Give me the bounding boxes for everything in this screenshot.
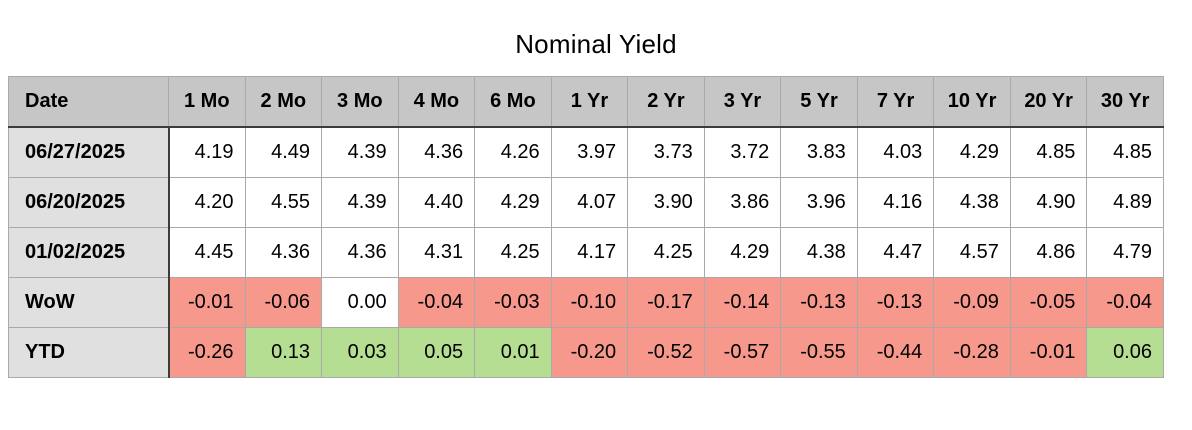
yield-cell: -0.13	[780, 277, 858, 328]
table-body: 06/27/2025 4.19 4.49 4.39 4.36 4.26 3.97 3.73 3.…	[8, 126, 1164, 378]
tenor-column-header: 2 Mo	[244, 76, 323, 128]
yield-cell: -0.04	[1086, 277, 1164, 328]
table-row: 06/27/2025 4.19 4.49 4.39 4.36 4.26 3.97 3.73 3.…	[8, 126, 1164, 178]
yield-cell: 4.79	[1086, 227, 1164, 278]
yield-cell: -0.26	[168, 327, 246, 378]
tenor-column-header: 3 Mo	[321, 76, 399, 128]
yield-cell: 3.90	[627, 177, 705, 228]
yield-cell: -0.06	[244, 277, 323, 328]
yield-cell: 0.05	[397, 327, 476, 378]
yield-cell: 3.72	[703, 126, 782, 178]
nominal-yield-table: Date 1 Mo 2 Mo 3 Mo 4 Mo 6 Mo 1 Yr 2 Yr 3 Yr 5 Yr…	[8, 76, 1164, 378]
yield-cell: 4.29	[474, 177, 552, 228]
yield-cell: 4.16	[856, 177, 935, 228]
yield-cell: 0.01	[474, 327, 552, 378]
yield-cell: -0.13	[856, 277, 935, 328]
tenor-column-header: 5 Yr	[780, 76, 858, 128]
yield-cell: 4.38	[780, 227, 858, 278]
page-title: Nominal Yield	[515, 29, 677, 59]
yield-cell: -0.14	[703, 277, 782, 328]
yield-cell: 0.00	[321, 277, 399, 328]
tenor-column-header: 30 Yr	[1086, 76, 1164, 128]
yield-cell: -0.01	[1009, 327, 1088, 378]
yield-cell: 4.31	[397, 227, 476, 278]
yield-cell: 0.06	[1086, 327, 1164, 378]
yield-cell: 4.25	[627, 227, 705, 278]
yield-cell: 4.25	[474, 227, 552, 278]
yield-cell: 4.85	[1086, 126, 1164, 178]
tenor-column-header: 7 Yr	[856, 76, 935, 128]
yield-cell: 0.13	[244, 327, 323, 378]
yield-cell: 4.26	[474, 126, 552, 178]
tenor-column-header: 10 Yr	[933, 76, 1011, 128]
yield-cell: -0.10	[550, 277, 629, 328]
yield-cell: -0.17	[627, 277, 705, 328]
table-row: YTD -0.26 0.13 0.03 0.05 0.01 -0.20 -0.52 -0.57-…	[8, 327, 1164, 378]
yield-cell: -0.09	[933, 277, 1011, 328]
tenor-column-header: 6 Mo	[474, 76, 552, 128]
yield-cell: -0.52	[627, 327, 705, 378]
yield-cell: -0.01	[168, 277, 246, 328]
yield-cell: -0.28	[933, 327, 1011, 378]
yield-cell: 4.17	[550, 227, 629, 278]
yield-cell: 4.39	[321, 177, 399, 228]
tenor-column-header: 2 Yr	[627, 76, 705, 128]
yield-cell: 4.55	[244, 177, 323, 228]
yield-cell: 4.49	[244, 126, 323, 178]
yield-cell: 4.36	[397, 126, 476, 178]
yield-cell: 4.29	[933, 126, 1011, 178]
yield-cell: 4.89	[1086, 177, 1164, 228]
yield-cell: 4.29	[703, 227, 782, 278]
yield-cell: 4.03	[856, 126, 935, 178]
yield-cell: -0.05	[1009, 277, 1088, 328]
yield-cell: 4.40	[397, 177, 476, 228]
table-row: WoW -0.01 -0.06 0.00 -0.04 -0.03 -0.10 -0.17 -0.…	[8, 277, 1164, 328]
yield-cell: 4.07	[550, 177, 629, 228]
yield-cell: 4.90	[1009, 177, 1088, 228]
table-row: 01/02/2025 4.45 4.36 4.36 4.31 4.25 4.17 4.25 4.…	[8, 227, 1164, 278]
date-column-header: Date	[8, 76, 169, 128]
yield-cell: 4.45	[168, 227, 246, 278]
yield-cell: 4.19	[168, 126, 246, 178]
tenor-column-header: 3 Yr	[703, 76, 782, 128]
yield-cell: 3.96	[780, 177, 858, 228]
yield-cell: 4.57	[933, 227, 1011, 278]
yield-cell: -0.04	[397, 277, 476, 328]
tenor-column-header: 4 Mo	[397, 76, 476, 128]
yield-cell: 4.38	[933, 177, 1011, 228]
yield-cell: 3.97	[550, 126, 629, 178]
yield-cell: 3.83	[780, 126, 858, 178]
yield-cell: 3.73	[627, 126, 705, 178]
row-label: WoW	[8, 277, 170, 328]
yield-cell: 4.36	[321, 227, 399, 278]
yield-cell: -0.55	[780, 327, 858, 378]
yield-cell: 4.47	[856, 227, 935, 278]
yield-cell: 4.36	[244, 227, 323, 278]
row-label: YTD	[8, 327, 170, 378]
yield-cell: 4.39	[321, 126, 399, 178]
yield-cell: 0.03	[321, 327, 399, 378]
tenor-column-header: 1 Mo	[168, 76, 246, 128]
yield-cell: 4.85	[1009, 126, 1088, 178]
yield-cell: -0.03	[474, 277, 552, 328]
row-label: 01/02/2025	[8, 227, 170, 278]
yield-cell: -0.20	[550, 327, 629, 378]
yield-cell: 4.20	[168, 177, 246, 228]
yield-cell: -0.57	[703, 327, 782, 378]
tenor-column-header: 20 Yr	[1009, 76, 1088, 128]
header-row: Date 1 Mo 2 Mo 3 Mo 4 Mo 6 Mo 1 Yr 2 Yr 3 Yr 5 Yr…	[8, 76, 1164, 128]
yield-cell: 4.86	[1009, 227, 1088, 278]
row-label: 06/20/2025	[8, 177, 170, 228]
row-label: 06/27/2025	[8, 126, 170, 178]
table-header: Date 1 Mo 2 Mo 3 Mo 4 Mo 6 Mo 1 Yr 2 Yr 3 Yr 5 Yr…	[8, 76, 1164, 128]
tenor-column-header: 1 Yr	[550, 76, 629, 128]
yield-cell: 3.86	[703, 177, 782, 228]
yield-cell: -0.44	[856, 327, 935, 378]
table-row: 06/20/2025 4.20 4.55 4.39 4.40 4.29 4.07 3.90 3.…	[8, 177, 1164, 228]
